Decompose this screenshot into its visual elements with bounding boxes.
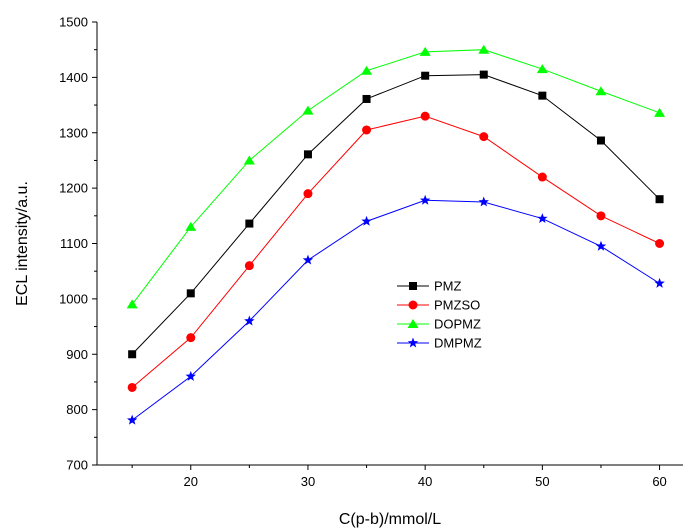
series-dopmz xyxy=(126,44,666,309)
point-dmpmz xyxy=(361,215,372,226)
series-line-pmzso xyxy=(131,115,660,388)
y-tick-label: 1200 xyxy=(59,181,88,196)
y-tick-label: 1100 xyxy=(60,236,88,251)
point-pmz xyxy=(128,350,137,359)
x-tick-label: 30 xyxy=(301,474,315,489)
point-dmpmz xyxy=(595,240,607,251)
legend-marker xyxy=(407,319,419,328)
y-tick-label: 1500 xyxy=(59,15,88,30)
legend-label: DMPMZ xyxy=(434,336,482,351)
point-dopmz xyxy=(185,221,197,231)
point-pmz xyxy=(479,70,488,79)
point-pmzso xyxy=(362,125,372,135)
x-tick-label: 20 xyxy=(184,474,198,489)
point-pmz xyxy=(538,91,547,100)
point-pmzso xyxy=(303,189,313,199)
point-pmz xyxy=(655,195,664,204)
point-dmpmz xyxy=(185,370,196,381)
series-pmzso xyxy=(127,111,665,392)
legend-marker xyxy=(407,337,419,348)
point-dmpmz xyxy=(654,277,665,288)
point-dmpmz xyxy=(419,194,431,205)
point-dopmz xyxy=(654,107,666,117)
point-pmzso xyxy=(127,382,137,392)
x-tick-label: 40 xyxy=(418,474,432,489)
point-dopmz xyxy=(419,46,431,56)
point-dmpmz xyxy=(537,213,548,224)
legend-item-dopmz: DOPMZ xyxy=(397,317,481,332)
series-pmz xyxy=(128,70,664,359)
point-dopmz xyxy=(243,155,255,165)
point-dmpmz xyxy=(244,315,255,326)
y-tick-label: 900 xyxy=(66,347,88,362)
y-tick-label: 1300 xyxy=(59,125,88,140)
y-tick-label: 800 xyxy=(66,402,88,417)
x-tick-label: 60 xyxy=(652,474,666,489)
point-pmzso xyxy=(420,111,430,121)
point-dopmz xyxy=(478,44,490,54)
legend-marker xyxy=(409,282,417,290)
point-dmpmz xyxy=(302,254,314,265)
point-pmzso xyxy=(537,172,547,182)
point-dopmz xyxy=(302,105,314,115)
x-tick-label: 50 xyxy=(535,474,549,489)
series-line-pmz xyxy=(131,74,660,355)
legend-label: PMZSO xyxy=(434,298,480,313)
point-dmpmz xyxy=(126,414,138,425)
legend-label: DOPMZ xyxy=(434,317,481,332)
series-line-dmpmz xyxy=(131,199,660,421)
series-dmpmz xyxy=(126,194,665,425)
point-dopmz xyxy=(361,65,373,75)
legend-label: PMZ xyxy=(434,279,462,294)
point-dmpmz xyxy=(478,196,489,207)
point-pmz xyxy=(186,289,195,298)
point-pmzso xyxy=(596,211,606,221)
point-pmz xyxy=(596,136,605,145)
point-pmz xyxy=(362,94,371,103)
legend-item-dmpmz: DMPMZ xyxy=(397,336,482,351)
point-dopmz xyxy=(536,64,548,74)
y-axis-title: ECL intensity/a.u. xyxy=(14,181,31,306)
legend-item-pmzso: PMZSO xyxy=(397,298,480,313)
point-pmzso xyxy=(244,261,254,271)
point-pmz xyxy=(303,150,312,159)
y-tick-label: 1000 xyxy=(59,291,88,306)
point-pmzso xyxy=(186,333,196,343)
y-tick-label: 700 xyxy=(66,458,88,473)
series-line-dopmz xyxy=(131,49,660,305)
legend-item-pmz: PMZ xyxy=(397,279,462,294)
point-pmzso xyxy=(479,132,489,142)
legend-marker xyxy=(408,300,418,310)
point-pmz xyxy=(421,71,430,80)
x-axis-title: C(p-b)/mmol/L xyxy=(339,511,441,528)
point-dopmz xyxy=(595,86,607,96)
point-pmz xyxy=(245,219,254,228)
y-tick-label: 1400 xyxy=(59,70,88,85)
point-dopmz xyxy=(126,299,138,309)
point-pmzso xyxy=(655,239,665,248)
